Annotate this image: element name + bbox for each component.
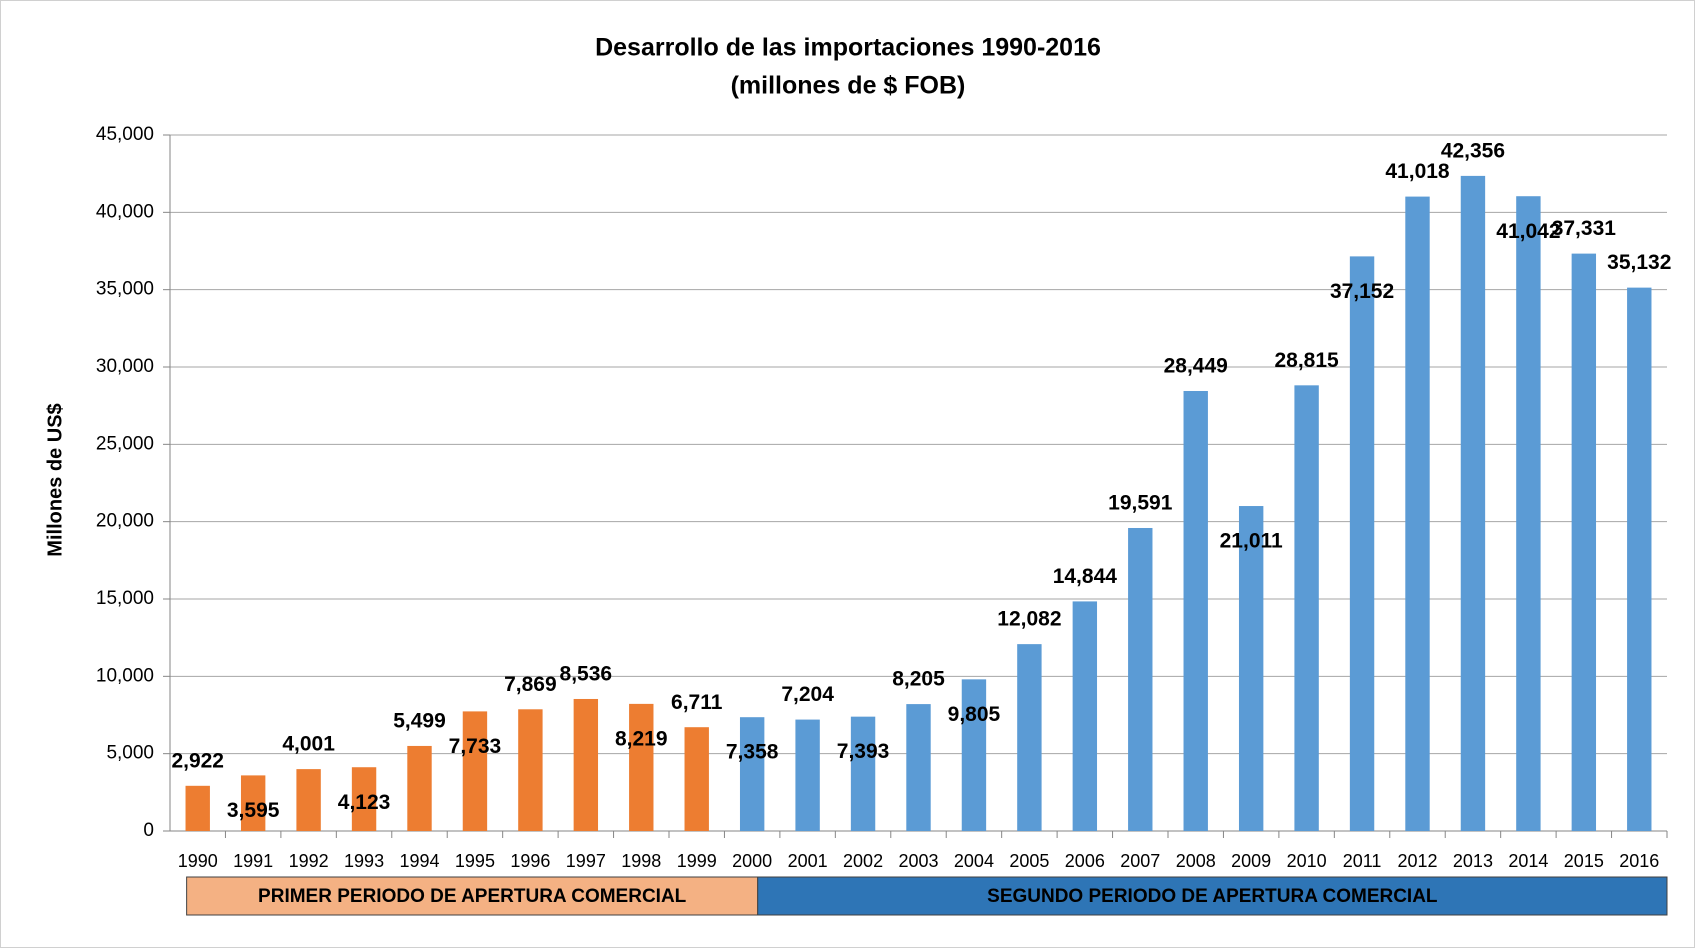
x-tick-label: 2001 — [788, 851, 828, 871]
y-tick-label: 10,000 — [96, 665, 154, 686]
data-label: 19,591 — [1108, 492, 1173, 515]
bar — [518, 709, 543, 831]
x-tick-label: 1997 — [566, 851, 606, 871]
bar — [1128, 527, 1153, 831]
period-band — [186, 876, 759, 916]
x-tick-label: 2004 — [954, 851, 994, 871]
data-label: 7,204 — [781, 683, 834, 706]
data-label: 7,358 — [726, 741, 779, 764]
bar — [1017, 644, 1042, 831]
bar — [906, 704, 931, 831]
x-tick-label: 2016 — [1619, 851, 1659, 871]
bar — [795, 719, 820, 831]
data-label: 4,123 — [338, 791, 391, 814]
bar — [296, 769, 321, 831]
bar — [1405, 196, 1430, 832]
y-tick-label: 35,000 — [96, 279, 154, 300]
x-tick-label: 1996 — [510, 851, 550, 871]
bar — [407, 745, 432, 831]
x-tick-label: 1999 — [677, 851, 717, 871]
data-label: 41,042 — [1496, 220, 1560, 243]
x-tick-label: 2007 — [1120, 851, 1160, 871]
bar — [629, 703, 654, 831]
x-tick-label: 2000 — [732, 851, 772, 871]
x-tick-label: 2002 — [843, 851, 883, 871]
bar — [240, 775, 266, 831]
data-label: 7,869 — [504, 673, 557, 696]
x-tick-label: 2014 — [1508, 851, 1548, 871]
x-tick-label: 2009 — [1231, 851, 1271, 871]
y-tick-label: 45,000 — [96, 124, 154, 145]
y-tick-label: 15,000 — [96, 588, 154, 609]
period-label: PRIMER PERIODO DE APERTURA COMERCIAL — [258, 886, 687, 907]
data-label: 4,001 — [282, 733, 335, 756]
x-tick-label: 2010 — [1287, 851, 1327, 871]
data-label: 12,082 — [997, 608, 1061, 631]
data-label: 21,011 — [1220, 530, 1283, 553]
data-label: 7,393 — [837, 740, 890, 763]
x-tick-label: 2003 — [898, 851, 938, 871]
data-label: 41,018 — [1385, 160, 1450, 183]
data-label: 28,449 — [1164, 355, 1228, 378]
data-label: 7,733 — [449, 735, 502, 758]
data-label: 35,132 — [1607, 251, 1671, 274]
y-axis-label: Millones de US$ — [44, 403, 66, 556]
bar — [739, 717, 765, 831]
y-tick-label: 40,000 — [96, 201, 154, 222]
x-tick-label: 2013 — [1453, 851, 1493, 871]
x-tick-label: 1993 — [344, 851, 384, 871]
data-label: 3,595 — [227, 799, 280, 822]
x-tick-label: 2012 — [1397, 851, 1437, 871]
x-tick-label: 1998 — [621, 851, 661, 871]
x-tick-label: 2005 — [1009, 851, 1049, 871]
data-label: 5,499 — [393, 709, 446, 732]
y-tick-label: 0 — [143, 820, 154, 841]
x-tick-label: 1990 — [178, 851, 218, 871]
bar — [1460, 175, 1486, 831]
x-tick-label: 1994 — [399, 851, 439, 871]
data-label: 37,331 — [1552, 217, 1617, 240]
bar — [1516, 196, 1541, 832]
x-tick-label: 2008 — [1176, 851, 1216, 871]
bar — [961, 679, 987, 831]
period-label: SEGUNDO PERIODO DE APERTURA COMERCIAL — [987, 886, 1438, 907]
bar — [1072, 601, 1098, 831]
bar — [1349, 256, 1375, 831]
data-label: 42,356 — [1441, 139, 1505, 162]
data-label: 14,844 — [1053, 565, 1118, 588]
x-tick-label: 2015 — [1564, 851, 1604, 871]
x-tick-label: 1991 — [233, 851, 273, 871]
bar — [684, 727, 709, 831]
data-label: 2,922 — [171, 749, 224, 772]
bar — [185, 785, 210, 831]
x-tick-label: 1995 — [455, 851, 495, 871]
bar — [351, 767, 377, 831]
data-label: 37,152 — [1330, 280, 1394, 303]
y-tick-label: 25,000 — [96, 433, 154, 454]
bar — [850, 716, 876, 831]
bar — [1571, 253, 1597, 831]
bar — [1627, 287, 1652, 831]
bar — [573, 698, 599, 831]
bar — [462, 711, 488, 831]
y-tick-label: 20,000 — [96, 511, 154, 532]
data-label: 28,815 — [1274, 349, 1339, 372]
bar — [1294, 385, 1319, 831]
x-tick-label: 2011 — [1343, 851, 1382, 871]
y-tick-label: 5,000 — [106, 743, 154, 764]
y-tick-label: 30,000 — [96, 356, 154, 377]
period-band — [757, 876, 1668, 916]
data-label: 9,805 — [948, 703, 1001, 726]
data-label: 8,536 — [560, 663, 613, 686]
bar — [1238, 506, 1264, 831]
bar — [1183, 390, 1208, 831]
data-label: 8,205 — [892, 668, 945, 691]
chart-subtitle: (millones de $ FOB) — [731, 72, 966, 100]
data-label: 8,219 — [615, 727, 668, 750]
x-tick-label: 2006 — [1065, 851, 1105, 871]
x-tick-label: 1992 — [289, 851, 329, 871]
data-label: 6,711 — [671, 691, 723, 714]
chart-title: Desarrollo de las importaciones 1990-201… — [595, 34, 1101, 62]
